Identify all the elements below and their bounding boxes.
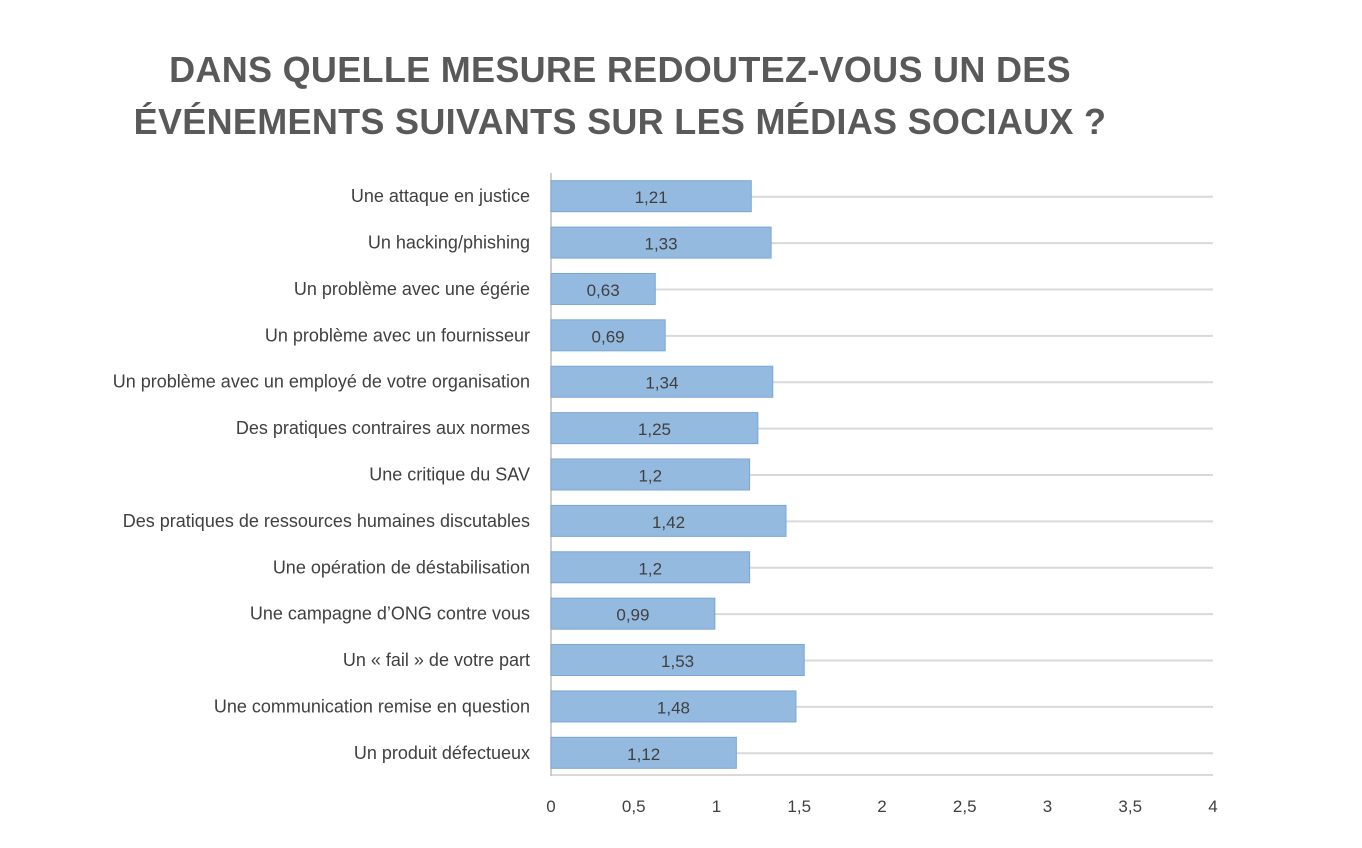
x-tick-label: 3,5 [1118,797,1142,816]
data-label: 1,34 [645,374,678,393]
chart-title: DANS QUELLE MESURE REDOUTEZ-VOUS UN DES … [0,44,1240,148]
bar [550,551,751,584]
data-label: 1,21 [635,188,668,207]
chart-title-line-1: DANS QUELLE MESURE REDOUTEZ-VOUS UN DES [169,49,1071,90]
category-label: Une campagne d’ONG contre vous [250,604,530,624]
bar [550,412,759,445]
bar [550,226,772,259]
data-label: 1,42 [652,513,685,532]
x-tick-label: 0 [546,797,555,816]
bar [550,597,716,630]
category-label: Un problème avec une égérie [294,279,530,299]
data-label: 1,2 [638,559,662,578]
category-label: Des pratiques contraires aux normes [236,418,530,438]
category-label: Des pratiques de ressources humaines dis… [123,511,530,531]
x-tick-label: 3 [1043,797,1052,816]
bar [550,180,752,213]
category-label: Une critique du SAV [369,465,530,485]
data-label: 1,25 [638,420,671,439]
data-label: 0,63 [587,281,620,300]
bar [550,644,805,677]
data-label: 1,2 [638,467,662,486]
category-label: Un « fail » de votre part [343,650,530,670]
data-label: 1,48 [657,698,690,717]
data-label: 1,12 [627,745,660,764]
bar [550,319,666,352]
category-label: Une attaque en justice [351,186,530,206]
bar [550,736,737,769]
x-tick-label: 1,5 [787,797,811,816]
category-label: Une communication remise en question [214,696,530,716]
data-label: 0,99 [616,606,649,625]
data-label: 0,69 [592,327,625,346]
data-label: 1,33 [645,235,678,254]
bar [550,504,787,537]
bar [550,365,774,398]
category-label: Une opération de déstabilisation [273,557,530,577]
data-label: 1,53 [661,652,694,671]
bar [550,458,751,491]
x-tick-label: 0,5 [622,797,646,816]
category-label: Un hacking/phishing [368,233,530,253]
category-label: Un problème avec un fournisseur [265,325,530,345]
x-tick-label: 4 [1208,797,1217,816]
x-tick-label: 2 [877,797,886,816]
bar [550,272,656,305]
x-tick-label: 1 [712,797,721,816]
chart-title-line-2: ÉVÉNEMENTS SUIVANTS SUR LES MÉDIAS SOCIA… [133,101,1107,142]
x-tick-label: 2,5 [953,797,977,816]
bar [550,690,797,723]
category-label: Un produit défectueux [354,743,530,763]
category-label: Un problème avec un employé de votre org… [113,372,530,392]
